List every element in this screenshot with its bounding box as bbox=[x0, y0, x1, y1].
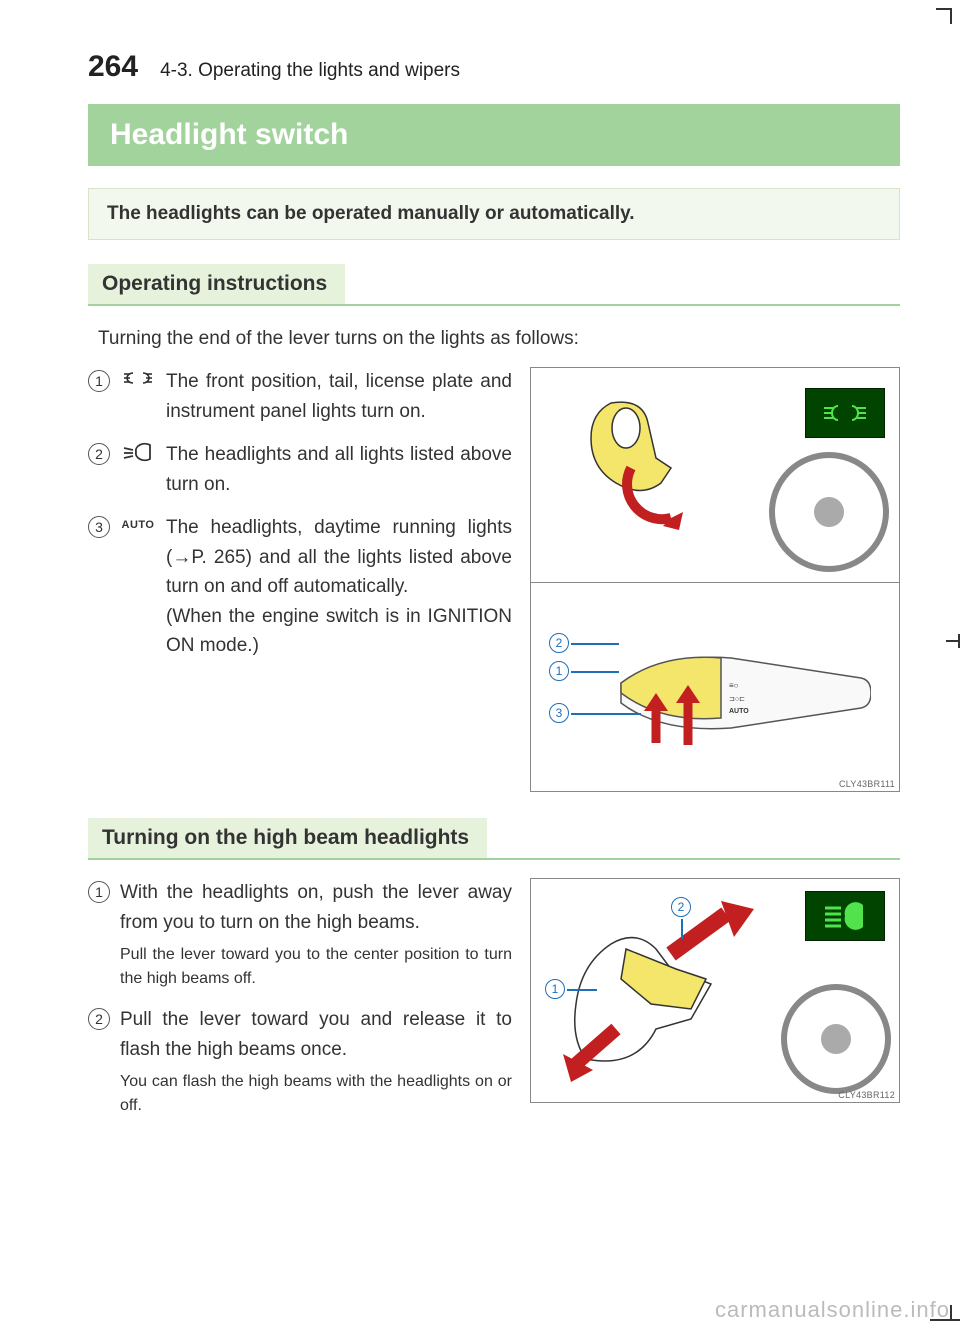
lead-text-1: Turning the end of the lever turns on th… bbox=[98, 324, 900, 353]
step-number-icon: 2 bbox=[88, 1008, 110, 1030]
section-path: 4-3. Operating the lights and wipers bbox=[160, 60, 460, 82]
step-1-3-text-b: (When the engine switch is in IGNITION O… bbox=[166, 606, 512, 656]
callout-line bbox=[571, 713, 641, 715]
subheading-2-label: Turning on the high beam headlights bbox=[88, 818, 487, 858]
indicator-badge bbox=[805, 388, 885, 438]
up-arrow-2-icon bbox=[673, 685, 703, 745]
crop-mark-tr bbox=[936, 8, 952, 24]
figure-2: 1 2 CLY43BR112 bbox=[530, 878, 900, 1132]
high-beam-indicator-icon bbox=[823, 901, 867, 931]
step-1-2-text: The headlights and all lights listed abo… bbox=[166, 440, 512, 499]
pull-arrow-icon bbox=[561, 1024, 631, 1084]
section-2-columns: 1 With the headlights on, push the lever… bbox=[88, 878, 900, 1132]
callout-line bbox=[567, 989, 597, 991]
step-1-3-text-a: The headlights, daytime running lights (… bbox=[166, 517, 512, 597]
step-number-icon: 3 bbox=[88, 516, 110, 538]
step-number-icon: 1 bbox=[88, 370, 110, 392]
step-number-icon: 1 bbox=[88, 881, 110, 903]
section-2-text: 1 With the headlights on, push the lever… bbox=[88, 878, 512, 1132]
steering-wheel-icon bbox=[769, 452, 889, 572]
callout-2: 2 bbox=[549, 633, 569, 653]
page-title: Headlight switch bbox=[88, 104, 900, 166]
step-2-2-text: Pull the lever toward you and release it… bbox=[120, 1005, 512, 1064]
callout-line bbox=[571, 671, 619, 673]
step-2-1-note: Pull the lever toward you to the center … bbox=[120, 943, 512, 991]
step-2-2: 2 Pull the lever toward you and release … bbox=[88, 1005, 512, 1118]
subheading-2: Turning on the high beam headlights bbox=[88, 818, 900, 860]
figure-2-panel: 1 2 CLY43BR112 bbox=[530, 878, 900, 1103]
auto-icon: AUTO bbox=[120, 519, 156, 660]
watermark: carmanualsonline.info bbox=[715, 1297, 950, 1323]
position-lights-icon bbox=[120, 369, 156, 426]
step-1-1: 1 The front position, tail, license plat… bbox=[88, 367, 512, 426]
step-2-1-text: With the headlights on, push the lever a… bbox=[120, 878, 512, 937]
figure-code: CLY43BR112 bbox=[838, 1090, 895, 1100]
lever-detail: ≡○ ⊐○⊏ AUTO bbox=[611, 643, 871, 743]
page-number: 264 bbox=[88, 50, 138, 84]
headlights-icon bbox=[120, 442, 156, 499]
callout-line bbox=[681, 919, 683, 939]
lever-hand-area bbox=[571, 393, 731, 553]
step-number-icon: 2 bbox=[88, 443, 110, 465]
step-1-2: 2 The headlights and all lights listed a… bbox=[88, 440, 512, 499]
intro-box: The headlights can be operated manually … bbox=[88, 188, 900, 240]
crop-mark-side bbox=[946, 640, 960, 642]
high-beam-badge bbox=[805, 891, 885, 941]
position-lights-indicator-icon bbox=[820, 400, 870, 426]
page-content: 264 4-3. Operating the lights and wipers… bbox=[0, 0, 960, 1132]
figure-1: ≡○ ⊐○⊏ AUTO 2 1 bbox=[530, 367, 900, 792]
subheading-1-label: Operating instructions bbox=[88, 264, 345, 304]
callout-line bbox=[571, 643, 619, 645]
svg-text:⊐○⊏: ⊐○⊏ bbox=[729, 696, 745, 703]
step-1-1-text: The front position, tail, license plate … bbox=[166, 367, 512, 426]
step-1-3-text: The headlights, daytime running lights (… bbox=[166, 513, 512, 660]
steering-wheel-icon bbox=[781, 984, 891, 1094]
svg-text:AUTO: AUTO bbox=[729, 708, 749, 715]
step-2-2-note: You can flash the high beams with the he… bbox=[120, 1070, 512, 1118]
subheading-1: Operating instructions bbox=[88, 264, 900, 306]
step-2-1: 1 With the headlights on, push the lever… bbox=[88, 878, 512, 991]
figure-code: CLY43BR111 bbox=[839, 779, 895, 789]
callout-1: 1 bbox=[549, 661, 569, 681]
up-arrow-1-icon bbox=[641, 693, 671, 743]
figure-1-bottom: ≡○ ⊐○⊏ AUTO 2 1 bbox=[530, 582, 900, 792]
section-1-columns: 1 The front position, tail, license plat… bbox=[88, 367, 900, 792]
svg-text:≡○: ≡○ bbox=[729, 681, 739, 690]
figure-1-top bbox=[530, 367, 900, 582]
callout-3: 3 bbox=[549, 703, 569, 723]
section-1-text: 1 The front position, tail, license plat… bbox=[88, 367, 512, 792]
step-1-3: 3 AUTO The headlights, daytime running l… bbox=[88, 513, 512, 660]
rotate-arrow-icon bbox=[621, 463, 701, 533]
running-header: 264 4-3. Operating the lights and wipers bbox=[88, 50, 900, 84]
